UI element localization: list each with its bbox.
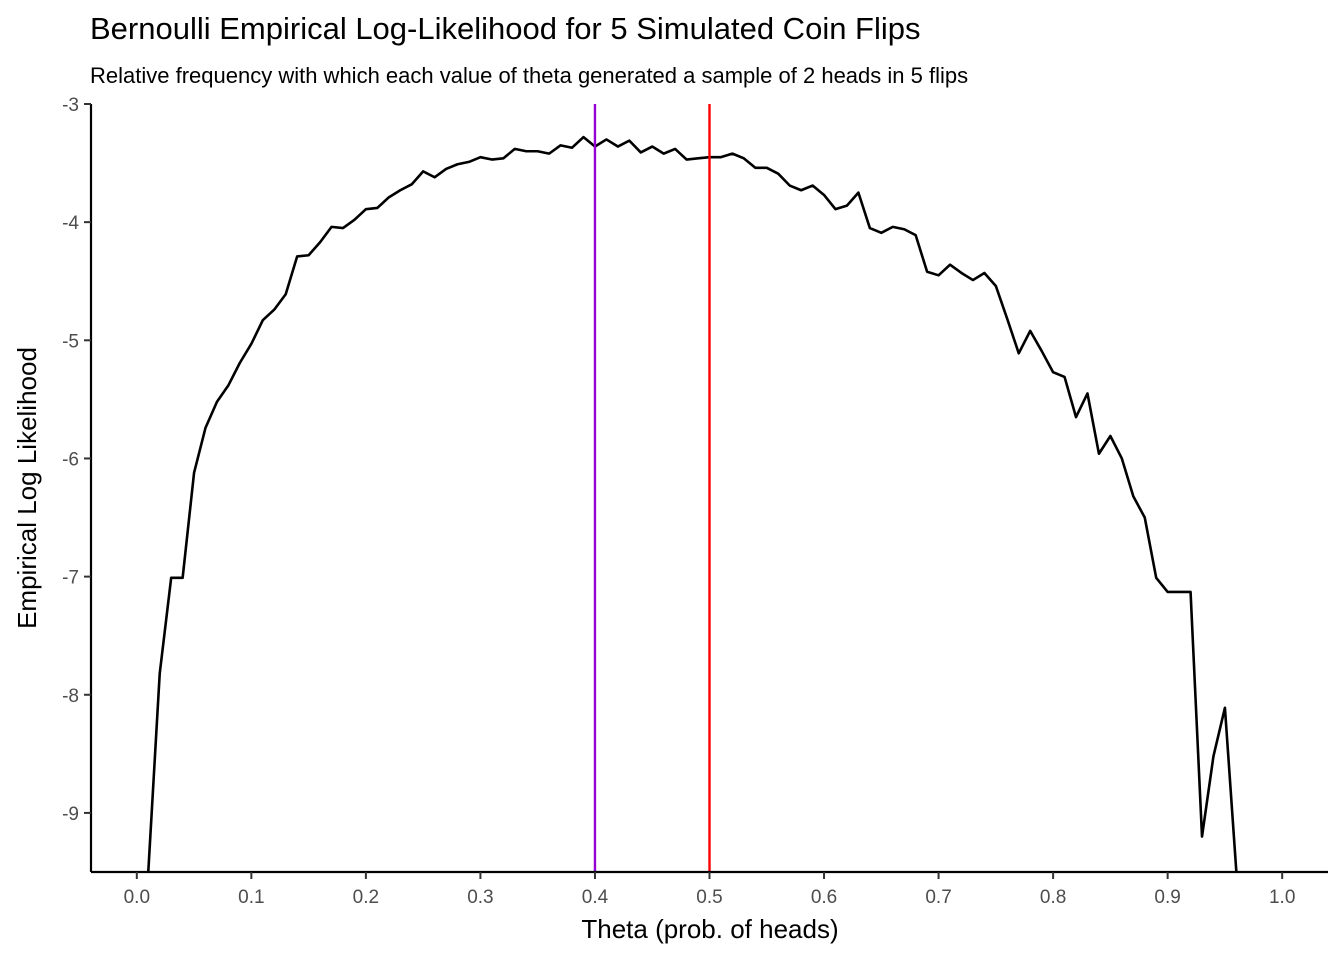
x-tick-label-10: 1.0: [1269, 887, 1295, 908]
x-tick-label-1: 0.1: [238, 887, 264, 908]
y-tick-label-4: -7: [62, 568, 79, 589]
x-tick-label-5: 0.5: [696, 887, 722, 908]
chart-title: Bernoulli Empirical Log-Likelihood for 5…: [90, 11, 921, 46]
y-tick-label-6: -9: [62, 804, 79, 825]
x-tick-label-6: 0.6: [811, 887, 837, 908]
y-axis-title: Empirical Log Likelihood: [12, 347, 42, 629]
plot-area: [146, 104, 1238, 873]
series-line-0: [146, 135, 1238, 873]
x-tick-label-7: 0.7: [925, 887, 951, 908]
y-tick-label-5: -8: [62, 686, 79, 707]
y-tick-label-0: -3: [62, 95, 79, 116]
x-axis-title: Theta (prob. of heads): [581, 914, 838, 944]
y-tick-label-1: -4: [62, 213, 79, 234]
x-tick-label-4: 0.4: [582, 887, 609, 908]
y-tick-label-3: -6: [62, 449, 79, 470]
x-tick-label-8: 0.8: [1040, 887, 1066, 908]
axes: 0.0 0.1 0.2 0.3 0.4 0.5 0.6 0.7 0.8 0.9 1.0 -3 -4 -5 -…: [62, 95, 1328, 908]
x-tick-label-3: 0.3: [467, 887, 493, 908]
x-tick-label-2: 0.2: [353, 887, 379, 908]
x-tick-label-0: 0.0: [124, 887, 150, 908]
chart-subtitle: Relative frequency with which each value…: [90, 63, 968, 88]
x-tick-label-9: 0.9: [1154, 887, 1180, 908]
y-tick-label-2: -5: [62, 331, 79, 352]
